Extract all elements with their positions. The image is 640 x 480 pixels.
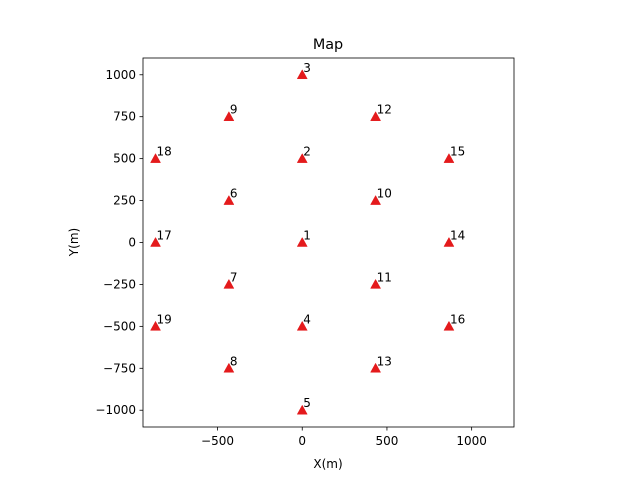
data-point-marker (223, 111, 235, 121)
data-point-marker (223, 195, 235, 205)
y-tick-label: 500 (113, 152, 136, 166)
x-tick-label: 1000 (456, 434, 487, 448)
data-point-label: 15 (450, 145, 465, 159)
data-point-marker (443, 236, 455, 247)
data-point-marker (370, 111, 382, 121)
data-point-label: 19 (157, 312, 172, 326)
data-point-marker (370, 362, 382, 373)
data-point-label: 12 (377, 103, 392, 117)
data-point-marker (370, 195, 382, 205)
x-tick-label: 500 (375, 434, 398, 448)
data-point-label: 14 (450, 229, 465, 243)
y-tick-label: −1000 (95, 403, 136, 417)
data-point-marker (370, 278, 382, 289)
data-point-label: 11 (377, 270, 392, 284)
data-point-label: 5 (303, 396, 311, 410)
data-point-label: 6 (230, 187, 238, 201)
data-point-label: 17 (157, 229, 172, 243)
data-point-label: 2 (303, 145, 311, 159)
y-tick-label: 1000 (105, 68, 136, 82)
data-point-marker (150, 236, 161, 247)
y-axis-label: Y(m) (67, 228, 81, 257)
data-point-marker (223, 362, 235, 373)
y-tick-label: −500 (103, 319, 136, 333)
data-point-label: 1 (303, 229, 311, 243)
data-point-marker (296, 320, 308, 331)
data-point-marker (296, 153, 308, 163)
data-point-marker (296, 236, 308, 247)
data-point-marker (296, 69, 308, 80)
chart-title: Map (313, 37, 343, 53)
data-point-label: 7 (230, 270, 238, 284)
data-point-label: 4 (303, 312, 311, 326)
data-point-label: 8 (230, 354, 238, 368)
y-tick-label: −250 (103, 277, 136, 291)
data-point-marker (223, 278, 235, 289)
y-tick-label: −750 (103, 361, 136, 375)
x-tick-label: 0 (298, 434, 306, 448)
y-tick-label: 0 (128, 236, 136, 250)
y-tick-label: 250 (113, 194, 136, 208)
data-point-marker (443, 320, 455, 331)
data-point-marker (150, 320, 161, 331)
data-point-label: 3 (303, 61, 311, 75)
data-point-label: 16 (450, 312, 465, 326)
data-point-label: 10 (377, 187, 392, 201)
data-point-marker (150, 153, 161, 163)
data-point-marker (296, 404, 308, 415)
data-point-label: 9 (230, 103, 238, 117)
data-point-label: 13 (377, 354, 392, 368)
x-axis-label: X(m) (313, 457, 342, 471)
plot-frame (142, 57, 515, 428)
plot-area: −500 0 500 1000 −1000 −750 −500 −250 0 250 500 750 1… (95, 57, 515, 448)
data-point-label: 18 (157, 145, 172, 159)
y-tick-label: 750 (113, 110, 136, 124)
x-tick-label: −500 (201, 434, 234, 448)
data-point-marker (443, 153, 455, 163)
